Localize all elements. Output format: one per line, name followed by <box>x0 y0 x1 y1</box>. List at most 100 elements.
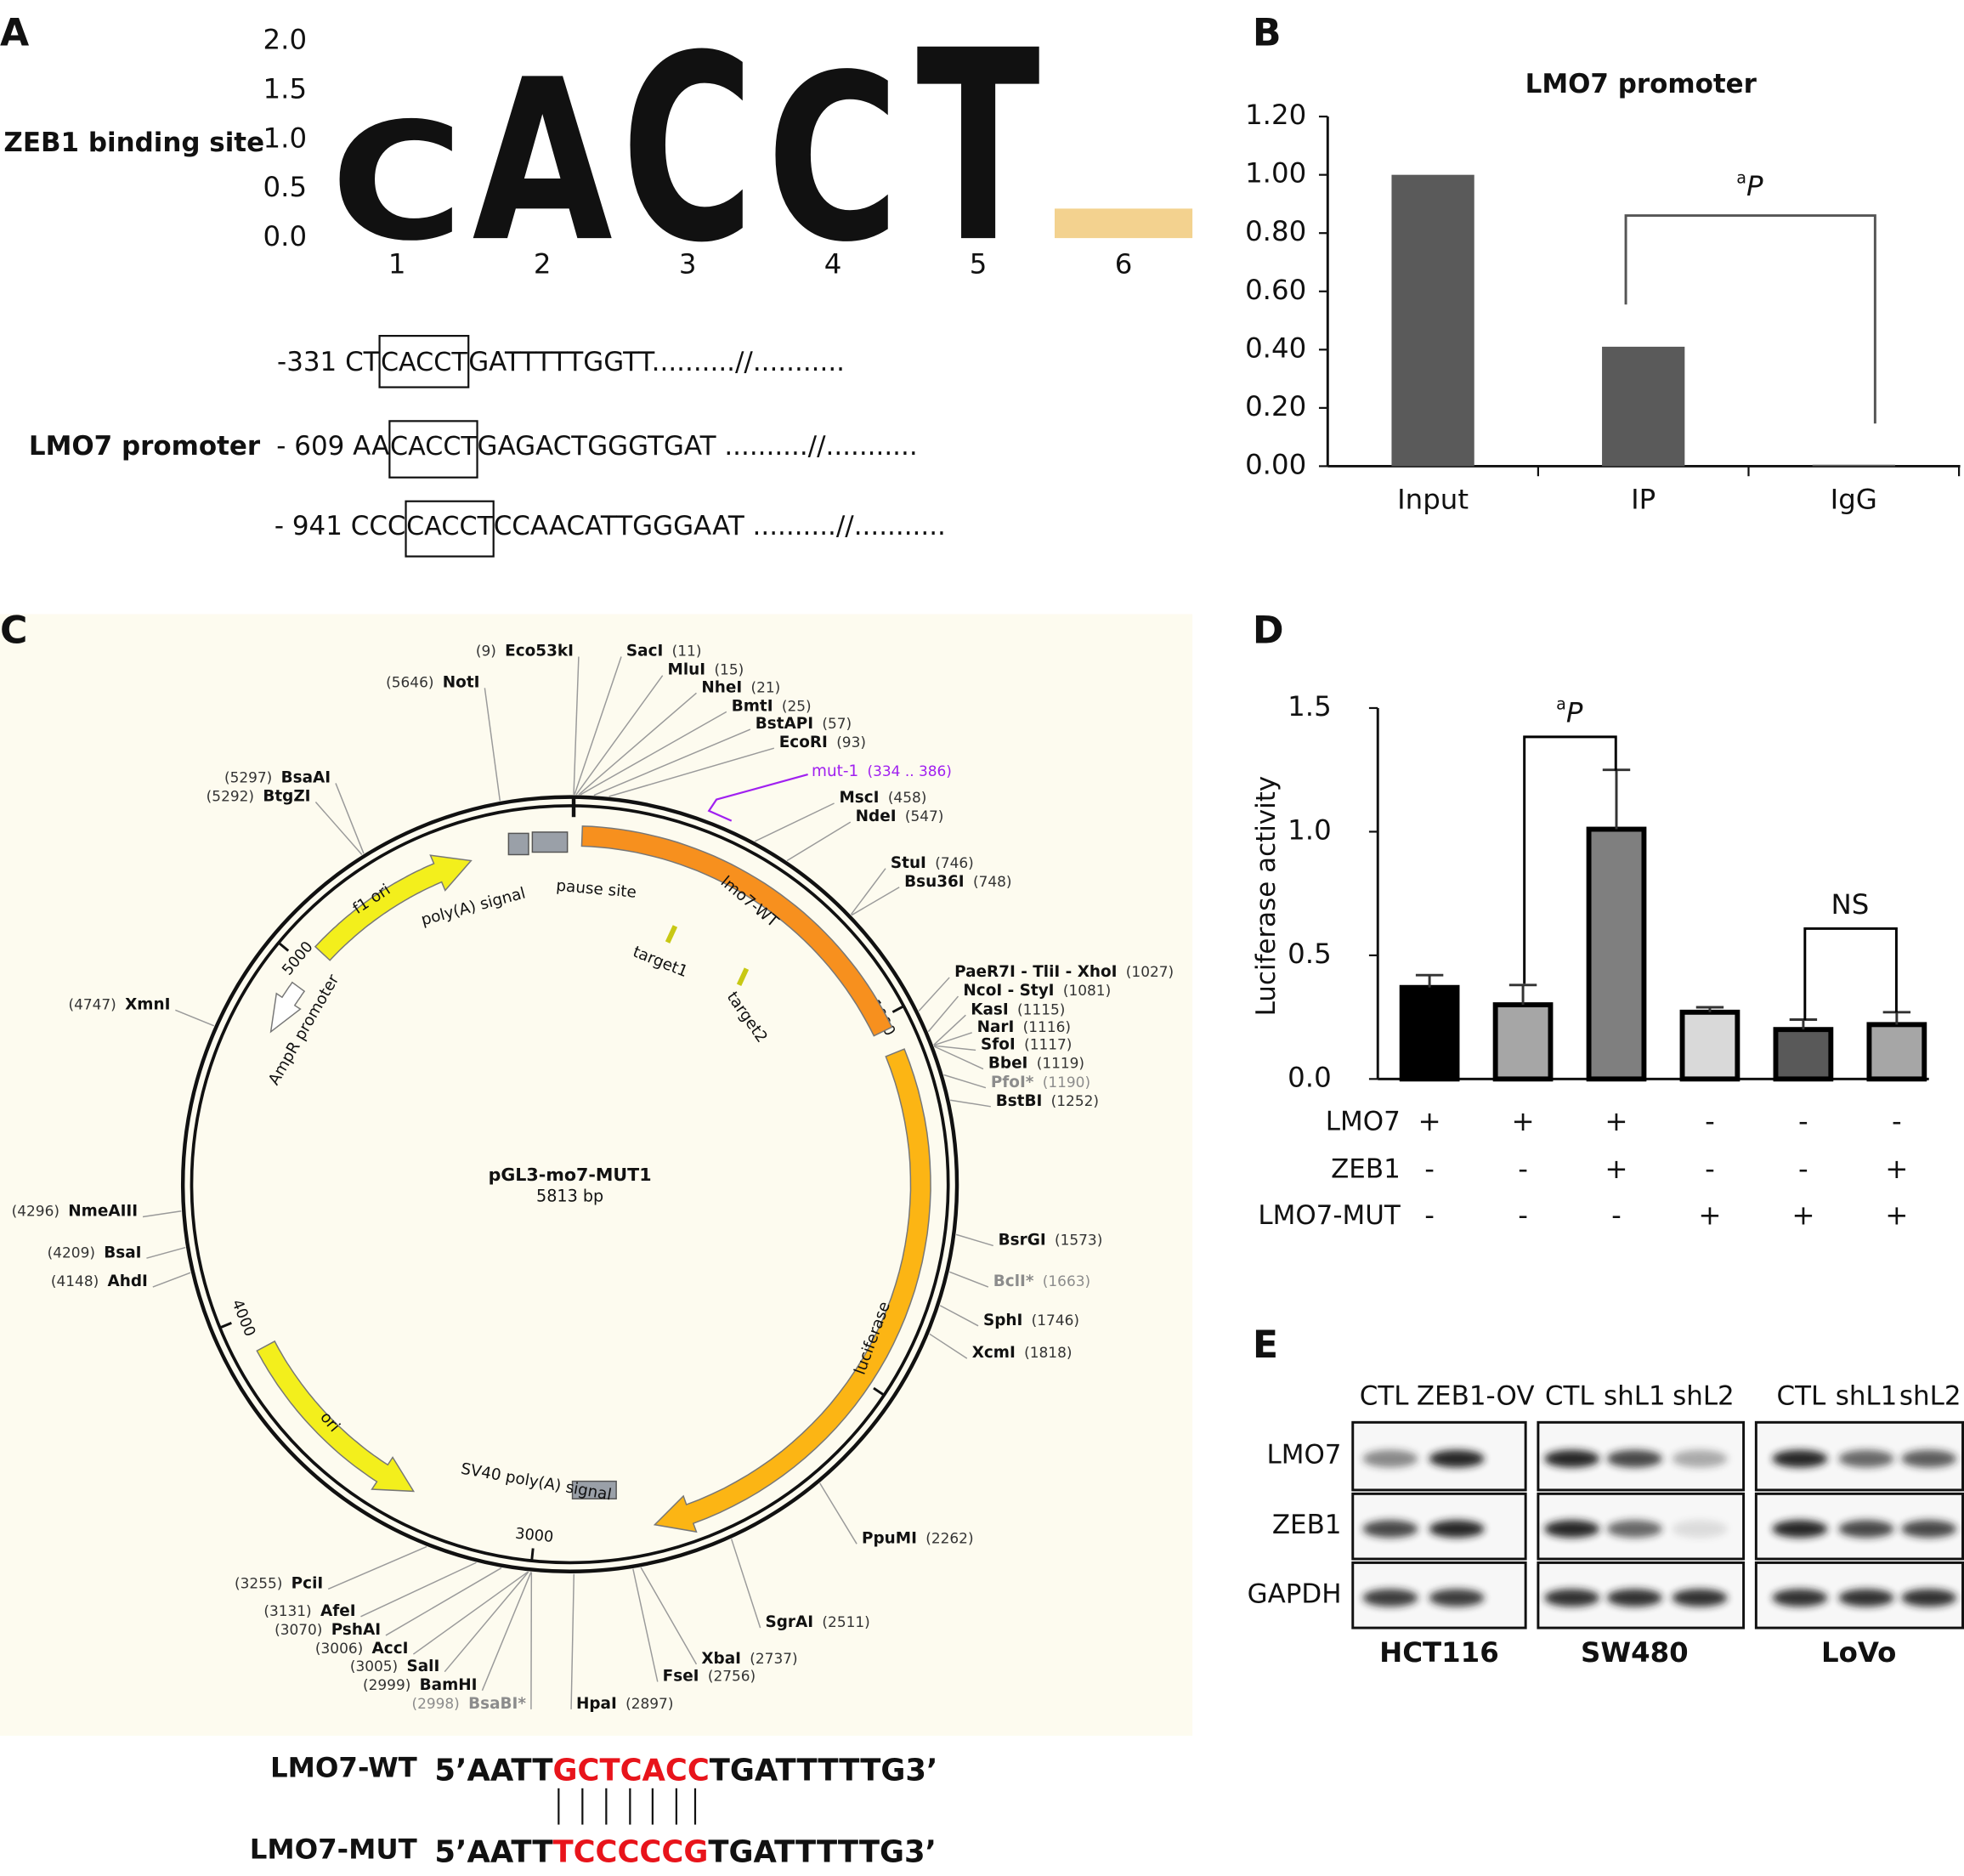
x-tick-label: 6 <box>1115 248 1133 281</box>
y-tick-label: 1.0 <box>1288 813 1332 846</box>
x-tick-label: 3 <box>679 248 697 281</box>
site-box <box>378 335 470 388</box>
blot-band <box>1772 1520 1828 1538</box>
blot-band <box>1838 1520 1894 1538</box>
site-box <box>388 420 478 479</box>
site-name: NdeI <box>856 808 897 825</box>
site-name: SacI <box>626 643 663 660</box>
site-label: MscI (458) <box>839 789 926 807</box>
site-label: StuI (746) <box>891 854 974 872</box>
site-position: (1116) <box>1023 1018 1071 1035</box>
site-name: StuI <box>891 854 926 872</box>
bar <box>1812 464 1895 467</box>
site-label: (4296) NmeAIII <box>12 1203 138 1221</box>
site-name: SgrAI <box>766 1613 814 1631</box>
condition-sign: + <box>1791 1199 1814 1232</box>
blot-band <box>1672 1449 1728 1468</box>
site-label: (3255) PciI <box>235 1574 323 1592</box>
site-position: (93) <box>836 734 866 751</box>
protein-label: GAPDH <box>1248 1578 1342 1609</box>
feature-arc <box>653 1048 931 1533</box>
site-position: (2999) <box>363 1676 410 1693</box>
blot-band <box>1901 1520 1957 1538</box>
site-label: (4148) AhdI <box>51 1272 148 1290</box>
condition-sign: - <box>1518 1153 1528 1185</box>
site-name: MluI <box>668 661 706 679</box>
condition-sign: - <box>1705 1153 1715 1185</box>
feature-tick <box>665 925 678 944</box>
condition-label: LMO7-MUT <box>1258 1200 1400 1231</box>
site-leader <box>444 1571 529 1673</box>
sequence-prefix: 5’AATT <box>434 1754 552 1788</box>
site-leader <box>850 868 886 915</box>
site-leader <box>948 1271 989 1288</box>
lane-label: CTL <box>1777 1380 1826 1411</box>
significance-bracket <box>1803 927 1898 1021</box>
logo-letter: C <box>767 26 900 293</box>
significance-label: NS <box>1831 888 1869 921</box>
site-name: NcoI - StyI <box>963 982 1054 1000</box>
sequence-core: GCTCACC <box>552 1754 709 1788</box>
site-name: FseI <box>663 1668 699 1686</box>
sequence-prefix: -331 CT <box>277 347 380 377</box>
site-label: (9) Eco53kI <box>476 643 574 660</box>
site-position: (2998) <box>411 1695 459 1712</box>
blot-band <box>1606 1520 1662 1538</box>
condition-sign: + <box>1511 1105 1534 1137</box>
binding-site: CACCT <box>406 512 493 541</box>
site-leader <box>943 1074 987 1089</box>
site-leader <box>335 783 365 854</box>
site-leader <box>481 1572 532 1692</box>
site-leader <box>934 1046 984 1070</box>
map-tick <box>891 1005 905 1013</box>
y-tick-label: 1.0 <box>263 122 308 154</box>
lane-label: shL2 <box>1899 1380 1961 1411</box>
significance-bracket <box>1624 214 1876 424</box>
site-name: NheI <box>701 678 742 696</box>
feature-box <box>531 831 569 853</box>
site-label: (2999) BamHI <box>363 1676 478 1694</box>
site-position: (3006) <box>315 1640 363 1657</box>
site-position: (3070) <box>275 1621 322 1638</box>
site-name: AfeI <box>320 1602 356 1620</box>
site-position: (1746) <box>1032 1312 1079 1329</box>
site-leader <box>950 1099 991 1108</box>
site-leader <box>573 656 580 795</box>
binding-site: CACCT <box>381 348 467 377</box>
promoter-label: LMO7 promoter <box>29 431 261 462</box>
site-leader <box>578 692 697 796</box>
site-position: (5297) <box>224 769 272 786</box>
site-name: PciI <box>291 1574 324 1592</box>
lane-label: CTL <box>1360 1380 1409 1411</box>
site-box <box>405 500 495 558</box>
logo-letter: C <box>621 1 755 299</box>
site-name: NmeAIII <box>68 1203 138 1221</box>
condition-sign: - <box>1705 1105 1715 1137</box>
blot-band <box>1429 1520 1485 1538</box>
y-tick-label: 1.00 <box>1245 157 1306 190</box>
feature-arc <box>256 1340 416 1493</box>
x-tick-label: 4 <box>824 248 842 281</box>
site-position: (25) <box>782 697 812 714</box>
bar <box>1586 826 1647 1082</box>
site-name: KasI <box>971 1000 1008 1018</box>
site-position: (2756) <box>708 1668 756 1685</box>
lane-label: ZEB1-OV <box>1417 1380 1535 1411</box>
plasmid-background <box>0 614 1193 1736</box>
site-name: XmnI <box>125 995 170 1013</box>
plasmid-name: pGL3-mo7-MUT1 <box>489 1165 652 1185</box>
marker-name: mut-1 <box>812 762 858 780</box>
site-label: KasI (1115) <box>971 1000 1065 1018</box>
site-position: (748) <box>973 873 1012 890</box>
cell-line-label: HCT116 <box>1379 1636 1499 1669</box>
site-name: NotI <box>443 673 480 691</box>
blot-band <box>1544 1589 1600 1607</box>
feature-arc <box>580 825 893 1037</box>
map-tick <box>530 1548 535 1561</box>
site-position: (1190) <box>1043 1074 1090 1091</box>
mutation-label: LMO7-WT <box>270 1752 417 1784</box>
feature-box <box>571 1480 617 1499</box>
blot-band <box>1362 1589 1418 1607</box>
site-position: (1027) <box>1126 963 1174 980</box>
